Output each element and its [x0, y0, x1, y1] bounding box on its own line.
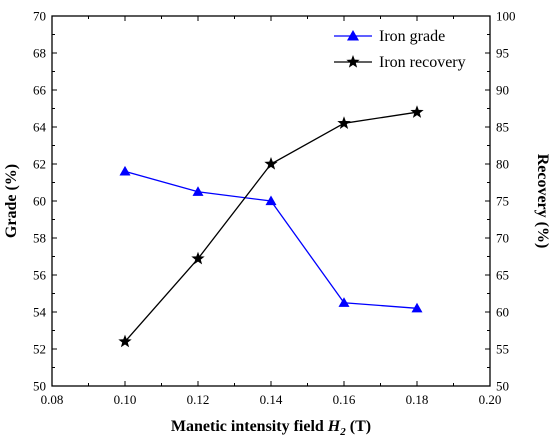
left-y-tick-label: 70: [33, 9, 46, 24]
left-y-tick-label: 58: [33, 231, 46, 246]
legend-triangle-icon: [347, 30, 359, 41]
right-y-tick-label: 75: [496, 194, 509, 209]
left-y-tick-label: 68: [33, 46, 46, 61]
left-y-tick-label: 56: [33, 268, 47, 283]
legend: Iron grade Iron recovery: [334, 28, 466, 71]
data-point-iron-recovery: [118, 334, 132, 348]
legend-label-iron-grade: Iron grade: [379, 28, 445, 45]
data-point-iron-grade: [411, 302, 423, 313]
data-point-iron-recovery: [337, 116, 351, 129]
data-point-iron-grade: [192, 186, 204, 196]
right-y-tick-label: 90: [496, 83, 509, 98]
x-tick-label: 0.18: [406, 392, 429, 407]
right-y-tick-label: 70: [496, 231, 509, 246]
left-y-tick-label: 66: [33, 83, 47, 98]
left-y-tick-label: 64: [33, 120, 47, 135]
right-y-tick-label: 50: [496, 379, 509, 394]
x-tick-label: 0.10: [114, 392, 137, 407]
right-y-tick-label: 85: [496, 120, 509, 135]
left-y-tick-label: 52: [33, 342, 46, 357]
data-point-iron-grade: [338, 297, 350, 307]
left-y-tick-label: 50: [33, 379, 46, 394]
right-y-tick-label: 100: [496, 9, 516, 24]
left-y-tick-label: 62: [33, 157, 46, 172]
x-tick-label: 0.16: [333, 392, 356, 407]
left-y-axis: 50 52 54 56 58 60 62 64 66 68 70: [33, 9, 57, 394]
x-tick-label: 0.20: [479, 392, 502, 407]
right-y-axis: 50 55 60 65 70 75 80 85 90 95 100: [485, 9, 516, 394]
right-y-axis-title: Recovery (%): [534, 154, 550, 249]
left-y-tick-label: 54: [33, 305, 47, 320]
legend-star-icon: [346, 55, 360, 68]
series-line-iron-recovery: [124, 111, 418, 343]
right-y-tick-label: 65: [496, 268, 509, 283]
series-line-iron-grade: [124, 170, 418, 309]
x-axis-title: Manetic intensity field H2 (T): [171, 418, 371, 438]
data-point-iron-recovery: [264, 157, 278, 170]
x-tick-label: 0.14: [260, 392, 283, 407]
legend-label-iron-recovery: Iron recovery: [379, 54, 466, 71]
x-tick-label: 0.08: [41, 392, 64, 407]
data-point-iron-grade: [265, 195, 277, 206]
right-y-tick-label: 80: [496, 157, 509, 172]
right-y-tick-label: 60: [496, 305, 509, 320]
x-tick-label: 0.12: [187, 392, 210, 407]
x-axis: 0.08 0.10 0.12 0.14 0.16 0.18 0.20: [41, 16, 502, 407]
legend-item-iron-grade: Iron grade: [334, 28, 445, 45]
left-y-tick-label: 60: [33, 194, 46, 209]
data-point-iron-recovery: [410, 105, 424, 118]
left-y-axis-title: Grade (%): [3, 164, 20, 238]
right-y-tick-label: 95: [496, 46, 509, 61]
data-point-iron-grade: [119, 165, 131, 176]
series-layer: [118, 105, 424, 348]
data-point-iron-recovery: [191, 251, 205, 265]
right-y-tick-label: 55: [496, 342, 509, 357]
legend-item-iron-recovery: Iron recovery: [334, 54, 466, 71]
